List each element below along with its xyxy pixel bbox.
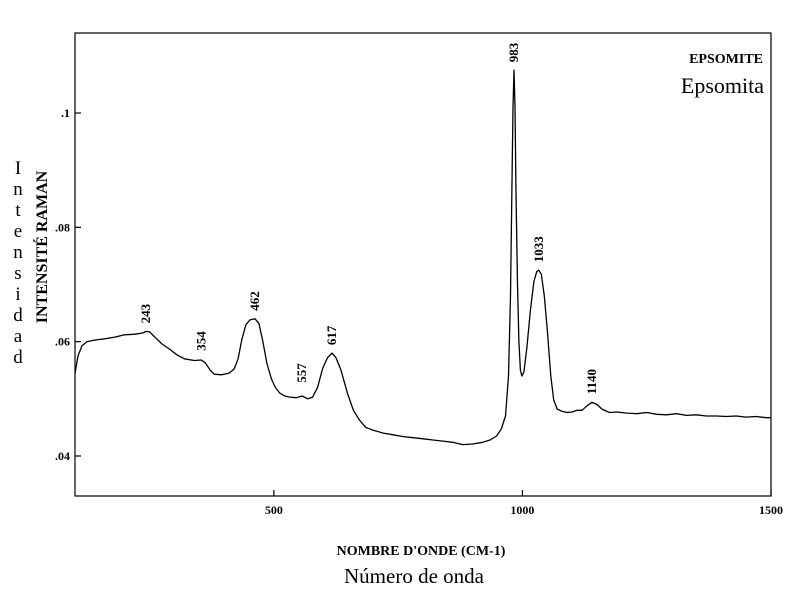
y-tick-label: .08	[55, 220, 70, 234]
x-tick-label: 1500	[759, 503, 783, 517]
peak-label: 1140	[584, 369, 599, 394]
y-axis-translation-letter: s	[14, 263, 21, 284]
y-axis-translation-letter: d	[13, 305, 23, 326]
y-tick-label: .06	[55, 335, 70, 349]
peak-label: 1033	[531, 236, 546, 263]
y-axis-translation-letter: t	[15, 200, 21, 221]
chart-subtitle: Epsomita	[681, 73, 764, 98]
x-tick-label: 1000	[510, 503, 534, 517]
x-axis-label: NOMBRE D'ONDE (CM-1)	[337, 544, 506, 559]
peak-label: 354	[193, 331, 208, 351]
y-axis-translation-letter: a	[14, 326, 23, 347]
y-axis-translation-letter: n	[13, 179, 23, 200]
x-tick-label: 500	[265, 503, 283, 517]
spectrum-line	[74, 69, 771, 446]
y-axis-ticks: .04 .06 .08 .1	[55, 106, 81, 463]
y-axis-translation-letter: n	[13, 242, 23, 263]
y-axis-translation-letter: i	[15, 284, 20, 305]
chart-title: EPSOMITE	[689, 52, 763, 67]
y-axis-translation-letter: I	[15, 158, 21, 179]
x-axis-ticks: 500 1000 1500	[265, 490, 783, 517]
y-tick-label: .04	[55, 449, 70, 463]
x-axis-label-translation: Número de onda	[344, 564, 485, 588]
y-tick-label: .1	[61, 106, 70, 120]
peak-label: 462	[247, 291, 262, 311]
peak-labels: 243 354 462 557 617 983 1033 1140	[138, 42, 599, 394]
plot-frame	[74, 32, 772, 497]
y-axis-translation-letter: d	[13, 347, 23, 368]
peak-label: 243	[138, 303, 153, 323]
y-axis-translation-letter: e	[14, 221, 22, 242]
peak-label: 983	[506, 42, 521, 62]
peak-label: 557	[294, 363, 309, 383]
peak-label: 617	[324, 325, 339, 345]
y-axis-label: INTENSITÉ RAMAN	[32, 170, 51, 323]
